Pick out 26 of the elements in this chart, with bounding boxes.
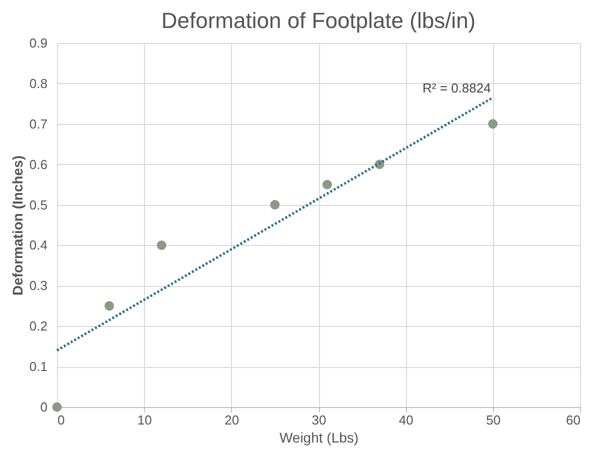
point: [488, 119, 498, 129]
y-tick-label: 0.5: [29, 197, 48, 212]
chart-title: Deformation of Footplate (lbs/in): [161, 8, 476, 33]
point: [104, 301, 114, 311]
x-tick-label: 30: [312, 412, 326, 428]
y-tick-label: 0.3: [29, 278, 48, 294]
y-axis-title: Deformation (Inches): [9, 155, 26, 296]
point: [156, 240, 166, 250]
x-tick-label: 20: [224, 412, 240, 428]
x-tick-label: 10: [137, 412, 152, 428]
x-tick-label: 40: [398, 412, 414, 428]
y-tick-label: 0.4: [29, 238, 48, 253]
y-tick-label: 0.6: [29, 156, 48, 172]
x-tick-label: 50: [486, 412, 501, 428]
y-tick-label: 0.7: [29, 116, 48, 132]
x-axis-title: Weight (Lbs): [279, 430, 359, 446]
x-tick-label: 0: [58, 412, 65, 428]
x-tick-label: 60: [566, 412, 580, 428]
y-tick-label: 0.1: [29, 359, 48, 374]
y-tick-label: 0.2: [29, 318, 48, 334]
y-tick-label: 0.8: [29, 76, 48, 91]
annotation: R² = 0.8824: [422, 80, 491, 96]
point: [322, 180, 332, 190]
point: [270, 200, 280, 210]
y-tick-label: 0: [40, 400, 48, 414]
y-tick-label: 0.9: [29, 36, 48, 50]
